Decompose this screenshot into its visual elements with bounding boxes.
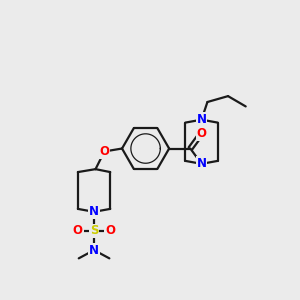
Text: S: S xyxy=(90,224,98,238)
Text: O: O xyxy=(105,224,115,238)
Text: N: N xyxy=(196,157,206,170)
Text: O: O xyxy=(196,127,206,140)
Text: N: N xyxy=(196,113,206,126)
Text: O: O xyxy=(73,224,83,238)
Text: N: N xyxy=(89,205,99,218)
Text: N: N xyxy=(196,157,206,170)
Text: N: N xyxy=(89,244,99,256)
Text: O: O xyxy=(99,145,110,158)
